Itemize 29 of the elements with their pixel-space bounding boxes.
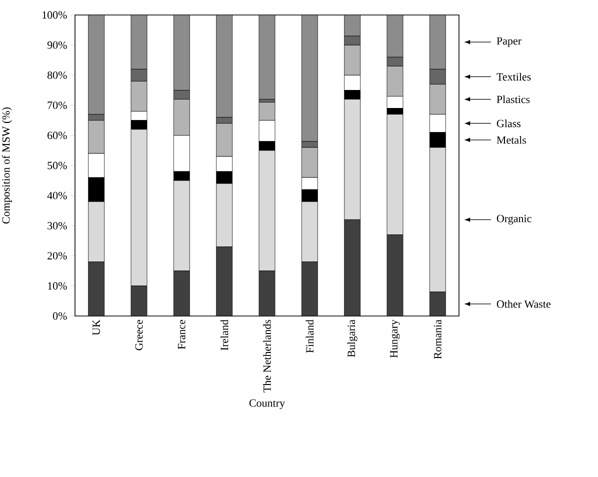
x-axis-title: Country [249,399,285,410]
y-tick-label: 20% [48,252,67,260]
x-tick-label: Greece [135,320,143,350]
legend-label: Other Waste [496,300,550,308]
x-tick-label: Finland [306,320,314,353]
x-tick-label: Bulgaria [347,320,358,358]
y-tick-label: 60% [48,132,67,140]
legend-label: Organic [496,214,532,225]
x-tick-label: Hungary [390,320,400,358]
x-tick-label: UK [92,320,100,336]
legend-label: Textiles [496,72,531,81]
legend-label: Paper [496,37,522,47]
y-tick-label: 100% [42,11,67,19]
y-tick-label: 90% [47,41,67,49]
y-tick-label: 40% [47,192,67,200]
y-tick-label: 50% [48,162,67,170]
x-tick-label: Romania [434,320,442,359]
y-tick-label: 70% [48,102,67,110]
y-tick-label: 80% [47,71,67,79]
y-axis-title: Composition of MSW (%) [2,107,12,224]
x-tick-label: Ireland [220,320,228,350]
y-tick-label: 30% [48,222,67,230]
x-tick-label: France [178,320,186,350]
legend-label: Glass [496,119,521,128]
legend-label: Metals [496,136,526,144]
x-tick-label: The Netherlands [263,320,271,392]
y-tick-label: 0% [52,312,67,320]
y-tick-label: 10% [48,282,67,290]
legend-label: Plastics [496,95,530,104]
